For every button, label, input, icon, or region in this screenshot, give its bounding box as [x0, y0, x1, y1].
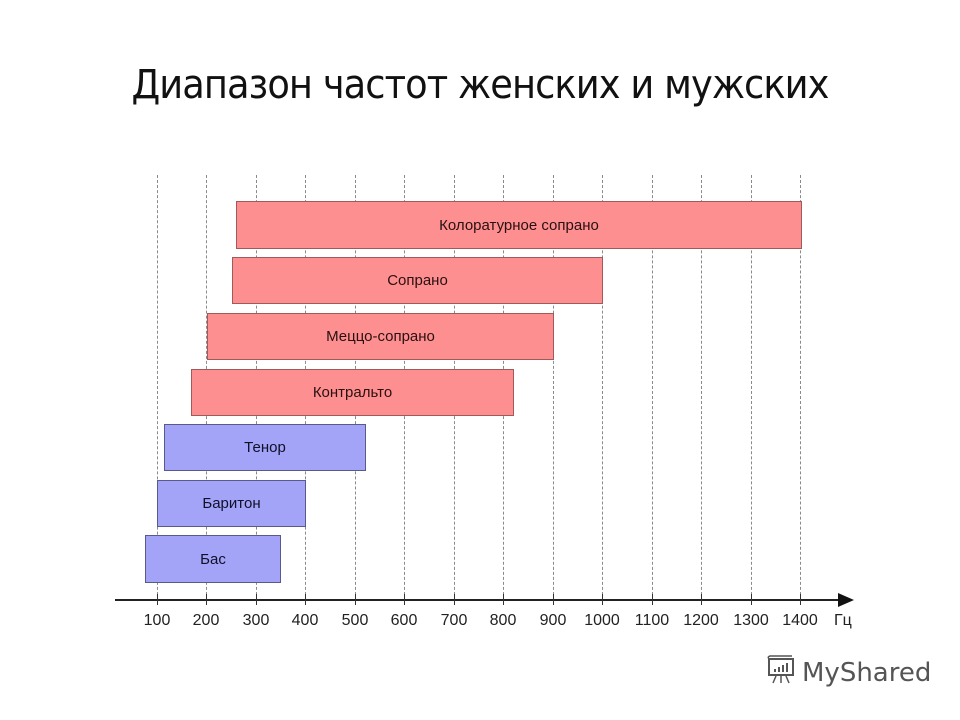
x-tick-label: 500: [341, 612, 369, 629]
bar-mezzo-soprano: Меццо-сопрано: [207, 313, 554, 360]
x-tick-label: 1200: [683, 612, 719, 629]
x-tick: [157, 594, 158, 605]
gridline: [553, 175, 554, 605]
x-tick-label: 300: [242, 612, 270, 629]
x-tick-label: 600: [390, 612, 418, 629]
x-tick-label: 400: [291, 612, 319, 629]
bar-label: Колоратурное сопрано: [439, 216, 599, 234]
x-axis-arrow-icon: [838, 593, 854, 607]
bar-soprano: Сопрано: [232, 257, 603, 304]
bar-label: Баритон: [202, 495, 261, 512]
bar-label: Тенор: [244, 439, 286, 456]
bar-tenor: Тенор: [164, 424, 366, 471]
x-tick: [800, 594, 801, 605]
bar-label: Бас: [200, 550, 226, 568]
x-tick: [305, 594, 306, 605]
x-tick: [701, 594, 702, 605]
bar-label: Контральто: [312, 384, 393, 401]
bar-coloratura-soprano: Колоратурное сопрано: [236, 201, 802, 249]
x-tick: [404, 594, 405, 605]
watermark-logo: MyShared: [766, 655, 931, 690]
gridline: [602, 175, 603, 605]
x-tick: [206, 594, 207, 605]
x-tick: [751, 594, 752, 605]
x-tick-label: 100: [143, 612, 171, 629]
gridline: [701, 175, 702, 605]
x-tick: [454, 594, 455, 605]
gridline: [157, 175, 158, 605]
presentation-board-icon: [766, 655, 796, 690]
bar-bass: Бас: [145, 535, 281, 583]
bar-baritone: Баритон: [157, 480, 306, 527]
bar-label: Меццо-сопрано: [326, 328, 435, 345]
x-tick-label: 200: [192, 612, 220, 629]
gridline: [800, 175, 801, 605]
x-tick: [503, 594, 504, 605]
x-axis-line: [115, 599, 842, 601]
x-axis-unit-label: Гц: [834, 612, 852, 629]
x-tick-label: 1300: [733, 612, 769, 629]
x-tick: [355, 594, 356, 605]
x-tick: [553, 594, 554, 605]
x-tick-label: 800: [489, 612, 517, 629]
bar-label: Сопрано: [387, 272, 448, 289]
bar-contralto: Контральто: [191, 369, 514, 416]
x-tick-label: 1100: [634, 612, 670, 629]
x-tick-label: 900: [539, 612, 567, 629]
x-tick: [256, 594, 257, 605]
x-tick-label: 1400: [782, 612, 818, 629]
slide-title: Диапазон частот женских и мужских: [131, 62, 829, 108]
x-tick-label: 1000: [584, 612, 620, 629]
x-tick: [602, 594, 603, 605]
x-tick-label: 700: [440, 612, 468, 629]
x-tick: [652, 594, 653, 605]
gridline: [751, 175, 752, 605]
gridline: [652, 175, 653, 605]
watermark-text: MyShared: [802, 657, 932, 688]
